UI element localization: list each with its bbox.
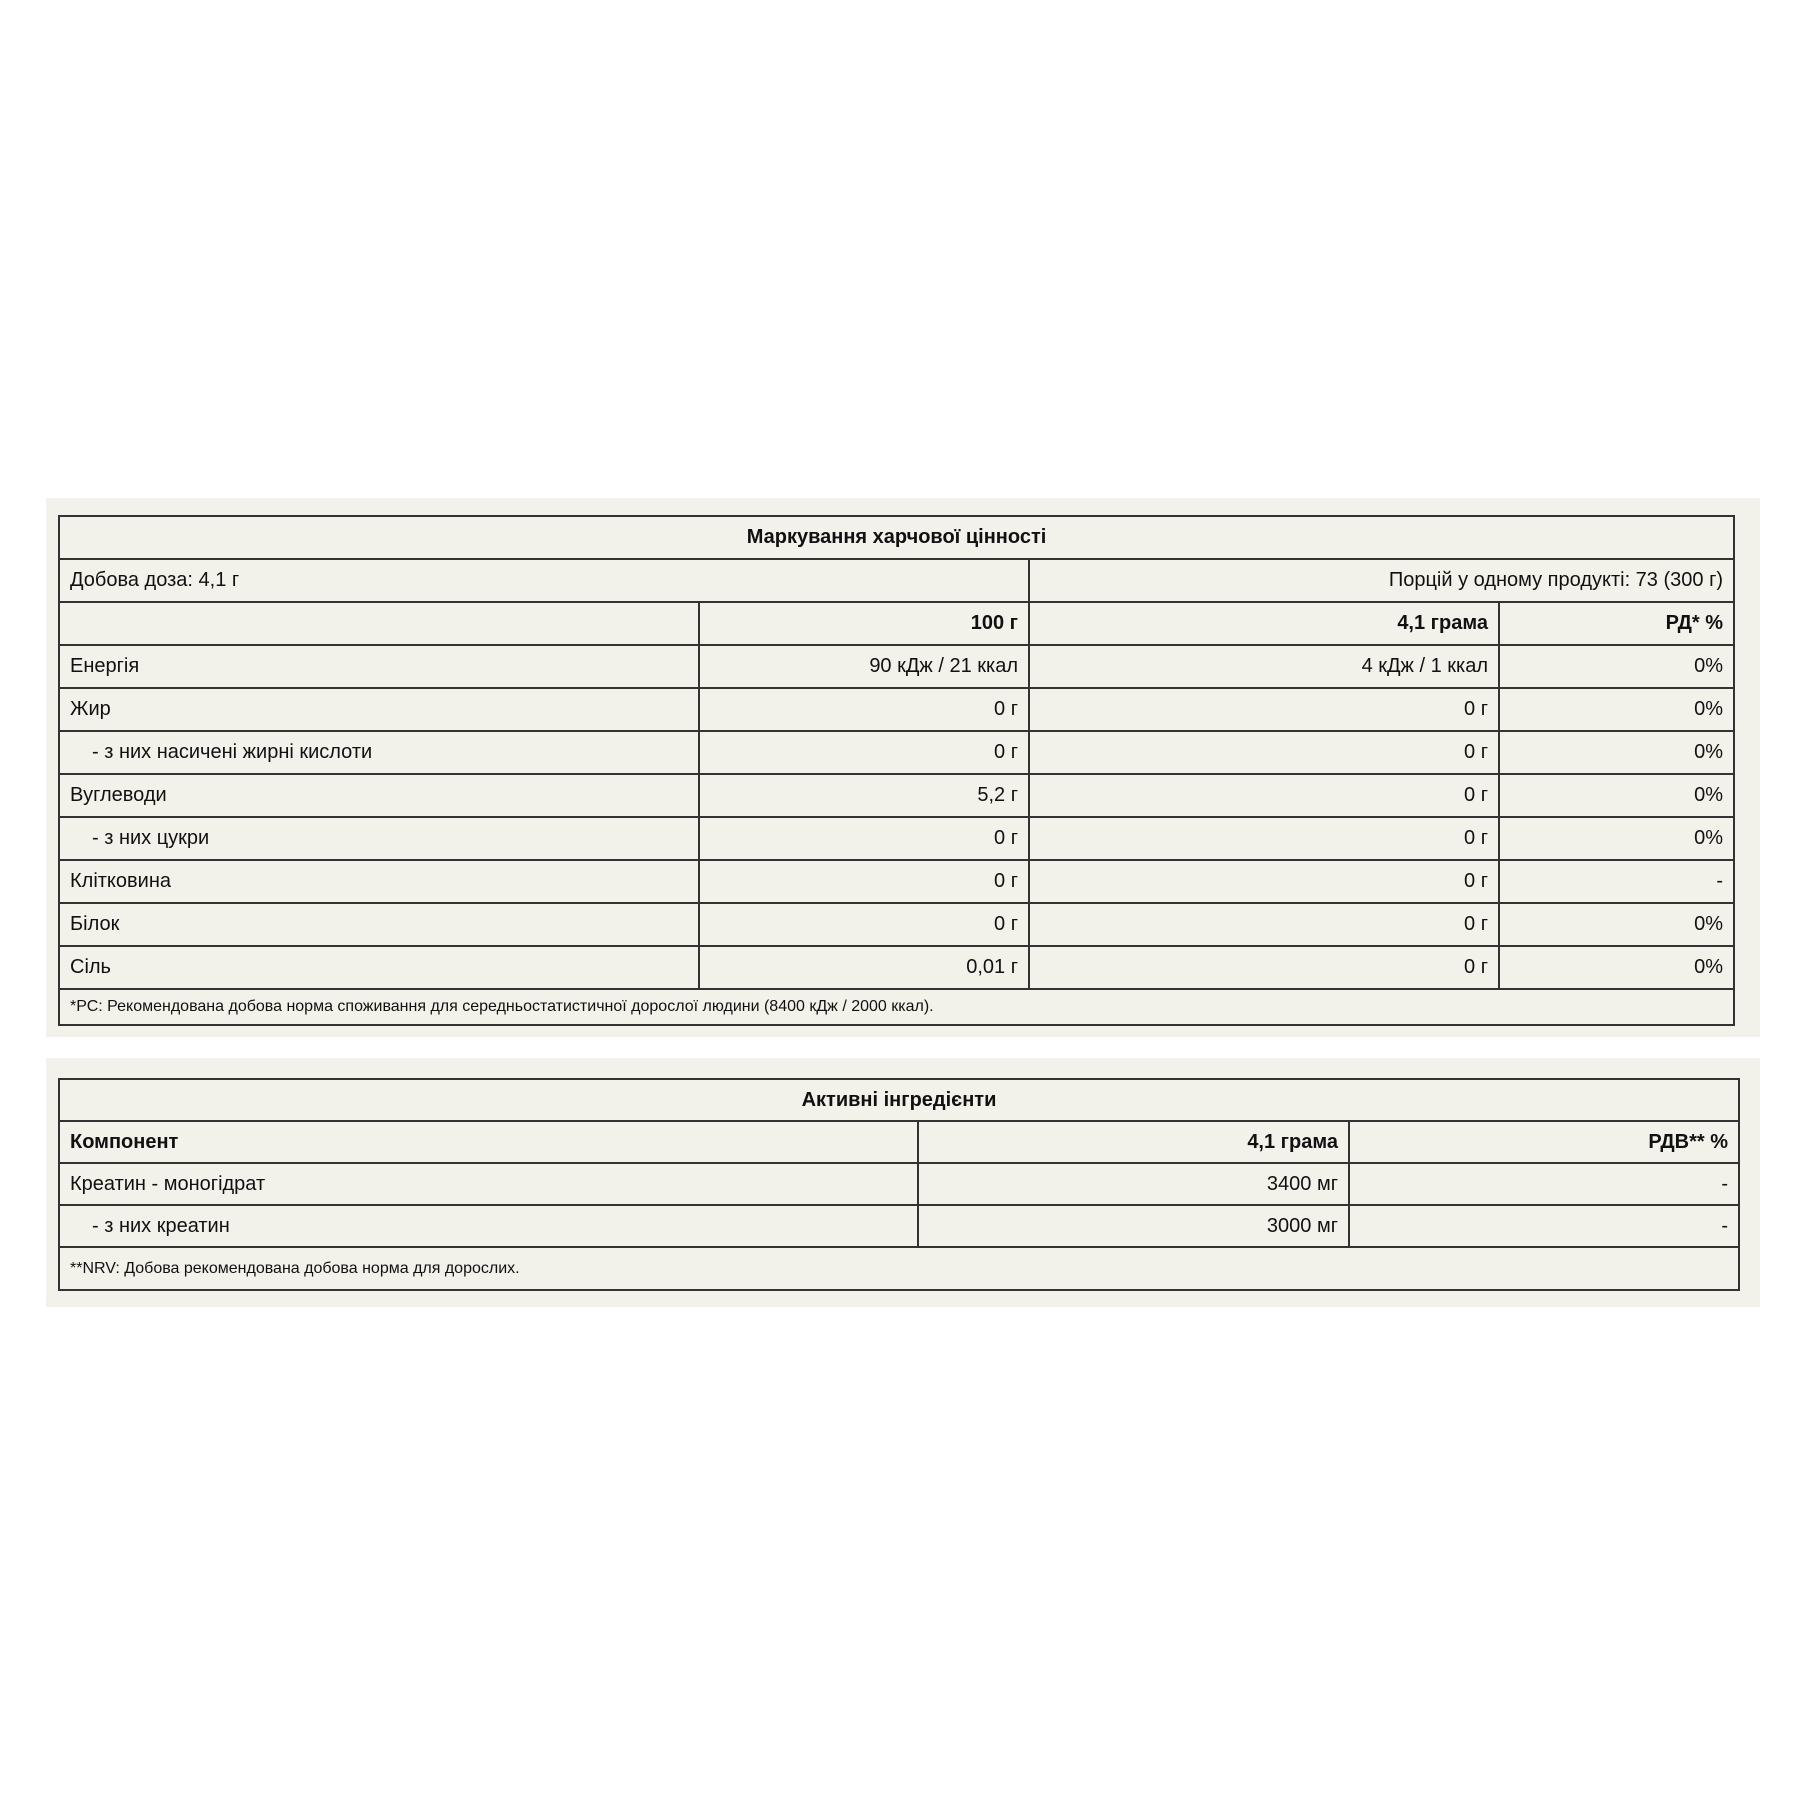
value-rda: 0% (1497, 773, 1736, 818)
value-100g: 0 г (698, 859, 1030, 904)
table-row: Вуглеводи 5,2 г 0 г 0% (58, 773, 1736, 818)
nutrition-footnote-row: *РС: Рекомендована добова норма споживан… (57, 988, 1736, 1026)
nutrient-label: Жир (58, 687, 700, 732)
value-serving: 0 г (1028, 859, 1500, 904)
value-100g: 0 г (698, 902, 1030, 947)
table-row: - з них насичені жирні кислоти 0 г 0 г 0… (58, 730, 1736, 775)
active-ingredients-table: Активні інгредієнти Компонент 4,1 грама … (57, 1078, 1741, 1291)
nutrition-table-title: Маркування харчової цінності (57, 515, 1736, 560)
value-serving: 0 г (1028, 902, 1500, 947)
nutrition-facts-table: Маркування харчової цінності Добова доза… (57, 515, 1736, 1026)
value-100g: 0 г (698, 816, 1030, 861)
value-100g: 0,01 г (698, 945, 1030, 990)
ingredient-amount: 3400 мг (917, 1162, 1350, 1206)
nutrition-title-row: Маркування харчової цінності (57, 515, 1736, 560)
header-component-cell: Компонент (58, 1120, 919, 1164)
ingredients-footnote: **NRV: Добова рекомендована добова норма… (57, 1246, 1741, 1291)
value-100g: 90 кДж / 21 ккал (698, 644, 1030, 689)
nutrition-header-row: 100 г 4,1 грама РД* % (58, 601, 1736, 646)
table-row: Білок 0 г 0 г 0% (58, 902, 1736, 947)
value-rda: 0% (1497, 644, 1736, 689)
value-100g: 5,2 г (698, 773, 1030, 818)
value-serving: 0 г (1028, 816, 1500, 861)
nutrient-sublabel: - з них насичені жирні кислоти (58, 730, 700, 775)
table-row: - з них креатин 3000 мг - (58, 1204, 1741, 1248)
ingredient-nrv: - (1347, 1204, 1741, 1248)
table-row: Сіль 0,01 г 0 г 0% (58, 945, 1736, 990)
nutrient-sublabel: - з них цукри (58, 816, 700, 861)
header-rda-cell: РД* % (1497, 601, 1736, 646)
servings-per-product-label: Порцій у одному продукті: 73 (300 г) (1027, 558, 1736, 603)
table-row: - з них цукри 0 г 0 г 0% (58, 816, 1736, 861)
value-rda: 0% (1497, 902, 1736, 947)
header-amount-cell: 4,1 грама (917, 1120, 1350, 1164)
header-nrv-cell: РДВ** % (1347, 1120, 1741, 1164)
header-serving-cell: 4,1 грама (1028, 601, 1500, 646)
value-serving: 4 кДж / 1 ккал (1028, 644, 1500, 689)
value-100g: 0 г (698, 687, 1030, 732)
value-rda: - (1497, 859, 1736, 904)
header-empty-cell (58, 601, 700, 646)
nutrient-label: Енергія (58, 644, 700, 689)
ingredient-nrv: - (1347, 1162, 1741, 1206)
ingredients-footnote-row: **NRV: Добова рекомендована добова норма… (57, 1246, 1741, 1291)
table-row: Енергія 90 кДж / 21 ккал 4 кДж / 1 ккал … (58, 644, 1736, 689)
value-rda: 0% (1497, 816, 1736, 861)
value-rda: 0% (1497, 730, 1736, 775)
value-rda: 0% (1497, 945, 1736, 990)
table-row: Жир 0 г 0 г 0% (58, 687, 1736, 732)
value-rda: 0% (1497, 687, 1736, 732)
nutrient-label: Сіль (58, 945, 700, 990)
ingredients-table-title: Активні інгредієнти (57, 1078, 1741, 1122)
ingredient-amount: 3000 мг (917, 1204, 1350, 1248)
value-100g: 0 г (698, 730, 1030, 775)
nutrient-label: Білок (58, 902, 700, 947)
table-row: Клітковина 0 г 0 г - (58, 859, 1736, 904)
table-row: Креатин - моногідрат 3400 мг - (58, 1162, 1741, 1206)
nutrition-footnote: *РС: Рекомендована добова норма споживан… (57, 988, 1736, 1026)
active-ingredients-panel: Активні інгредієнти Компонент 4,1 грама … (46, 1058, 1760, 1307)
header-100g-cell: 100 г (698, 601, 1030, 646)
nutrition-facts-panel: Маркування харчової цінності Добова доза… (46, 498, 1760, 1037)
value-serving: 0 г (1028, 945, 1500, 990)
daily-dose-label: Добова доза: 4,1 г (58, 558, 1030, 603)
nutrition-dose-row: Добова доза: 4,1 г Порцій у одному проду… (58, 558, 1736, 603)
ingredient-sublabel: - з них креатин (58, 1204, 919, 1248)
nutrient-label: Клітковина (58, 859, 700, 904)
nutrient-label: Вуглеводи (58, 773, 700, 818)
value-serving: 0 г (1028, 773, 1500, 818)
value-serving: 0 г (1028, 687, 1500, 732)
ingredient-label: Креатин - моногідрат (58, 1162, 919, 1206)
ingredients-title-row: Активні інгредієнти (57, 1078, 1741, 1122)
value-serving: 0 г (1028, 730, 1500, 775)
ingredients-header-row: Компонент 4,1 грама РДВ** % (58, 1120, 1741, 1164)
